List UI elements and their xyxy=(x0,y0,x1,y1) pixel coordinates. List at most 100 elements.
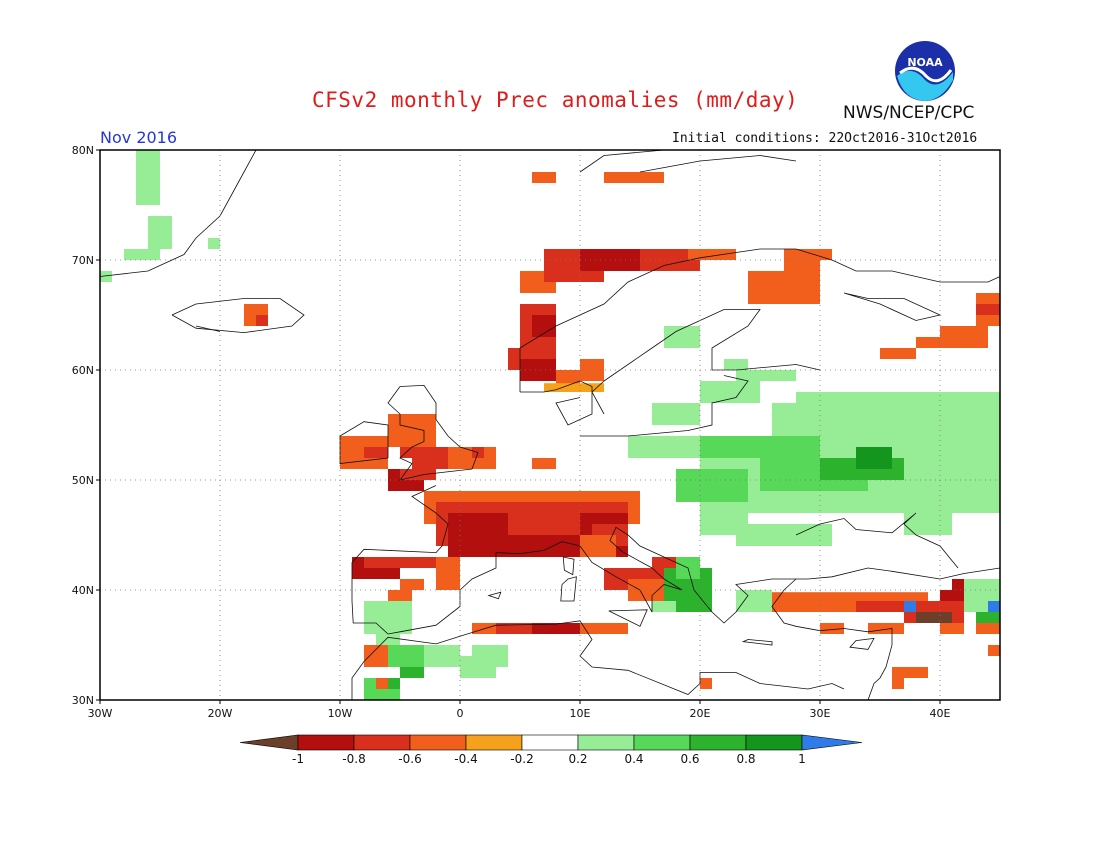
anomaly-cell xyxy=(784,249,832,260)
lat-label: 60N xyxy=(72,364,94,377)
colorbar-box xyxy=(297,734,355,751)
anomaly-cell xyxy=(148,216,172,249)
colorbar-high-arrow xyxy=(801,734,863,751)
anomaly-cell xyxy=(700,513,748,535)
island-coastline xyxy=(741,639,773,646)
colorbar-tick-label: 0.4 xyxy=(624,752,644,766)
colorbar-tick-label: -0.4 xyxy=(454,752,478,766)
anomaly-cell xyxy=(976,623,1000,634)
anomaly-cell xyxy=(964,480,1000,502)
anomaly-cell xyxy=(484,645,508,667)
coastline xyxy=(351,485,1001,635)
anomaly-cell xyxy=(976,304,1000,315)
map-title: CFSv2 monthly Prec anomalies (mm/day) xyxy=(312,88,799,112)
colorbar-tick-label: -0.2 xyxy=(510,752,534,766)
anomaly-cell xyxy=(892,678,904,689)
latitude-labels: 80N 70N 60N 50N 40N 30N xyxy=(72,144,100,707)
colorbar-tick-label: -0.6 xyxy=(398,752,422,766)
lat-label: 80N xyxy=(72,144,94,157)
lat-label: 30N xyxy=(72,694,94,707)
anomaly-cell xyxy=(652,403,700,425)
coastline xyxy=(639,155,797,173)
anomaly-cell xyxy=(892,667,928,678)
anomaly-cell xyxy=(400,579,424,590)
anomaly-cell xyxy=(868,623,904,634)
anomaly-cell xyxy=(256,315,268,326)
anomaly-cell xyxy=(820,623,844,634)
coastline xyxy=(99,149,257,277)
anomaly-cell xyxy=(880,348,916,359)
anomaly-cell xyxy=(988,645,1000,656)
lon-label: 0 xyxy=(457,707,464,720)
map-frame xyxy=(99,149,1001,701)
island-coastline xyxy=(562,556,575,576)
colorbar-box xyxy=(353,734,411,751)
anomaly-cell xyxy=(532,623,580,634)
coastline xyxy=(519,248,1001,392)
anomaly-cell xyxy=(664,326,700,348)
anomaly-cell xyxy=(736,590,772,612)
anomaly-cell xyxy=(676,469,748,502)
island-coastline xyxy=(487,591,502,600)
anomaly-cell xyxy=(868,480,916,502)
island-coastline xyxy=(608,609,648,627)
anomaly-cell xyxy=(436,557,460,579)
anomaly-cell xyxy=(628,436,700,458)
colorbar-tick-label: -0.8 xyxy=(342,752,366,766)
anomaly-cell xyxy=(904,601,916,612)
coastline xyxy=(795,512,959,569)
anomaly-cell xyxy=(532,172,556,183)
anomaly-cell xyxy=(916,612,952,623)
anomaly-cell xyxy=(208,238,220,249)
lon-label: 10E xyxy=(570,707,591,720)
anomaly-cell xyxy=(904,513,952,535)
anomaly-cell xyxy=(688,249,736,260)
colorbar-box xyxy=(633,734,691,751)
anomaly-cell xyxy=(364,447,388,458)
anomaly-cell xyxy=(532,315,556,337)
forecast-month-label: Nov 2016 xyxy=(100,128,178,147)
anomaly-cell xyxy=(124,249,160,260)
lon-label: 20W xyxy=(208,707,233,720)
lon-label: 30W xyxy=(88,707,113,720)
agency-label: NWS/NCEP/CPC xyxy=(843,103,975,123)
lat-lon-gridlines xyxy=(100,150,1000,700)
anomaly-cell xyxy=(580,535,616,557)
anomaly-cell xyxy=(400,469,436,480)
colorbar-box xyxy=(577,734,635,751)
anomaly-cells xyxy=(100,150,1000,700)
noaa-logo-text: NOAA xyxy=(907,56,943,69)
anomaly-cell xyxy=(856,601,904,612)
anomaly-cell xyxy=(520,359,556,381)
anomaly-cell xyxy=(856,447,892,469)
anomaly-cell xyxy=(784,260,820,282)
colorbar-box xyxy=(465,734,523,751)
anomaly-cell xyxy=(508,502,580,535)
anomaly-cell xyxy=(916,337,952,348)
anomaly-cell xyxy=(652,601,676,612)
anomaly-cell xyxy=(604,172,664,183)
colorbar-tick-label: 0.6 xyxy=(680,752,700,766)
island-coastline xyxy=(560,576,577,602)
anomaly-cell xyxy=(736,370,796,381)
island-coastline xyxy=(849,637,875,650)
colorbar-box xyxy=(521,734,579,751)
anomaly-cell xyxy=(388,414,436,447)
anomaly-cell xyxy=(436,579,460,590)
anomaly-cell xyxy=(988,601,1000,612)
anomaly-cell xyxy=(136,150,160,205)
colorbar-tick-label: -1 xyxy=(292,752,304,766)
colorbar-box xyxy=(409,734,467,751)
anomaly-cell xyxy=(724,359,748,370)
initial-conditions-label: Initial conditions: 22Oct2016-31Oct2016 xyxy=(672,131,978,146)
lon-label: 20E xyxy=(690,707,711,720)
coastline xyxy=(771,578,893,701)
lat-label: 40N xyxy=(72,584,94,597)
anomaly-cell xyxy=(364,557,436,568)
anomaly-cell xyxy=(400,667,424,678)
colorbar-tick-label: 0.2 xyxy=(568,752,588,766)
anomaly-cell xyxy=(976,612,1000,623)
coastline xyxy=(195,325,221,332)
anomaly-cell xyxy=(388,645,424,667)
